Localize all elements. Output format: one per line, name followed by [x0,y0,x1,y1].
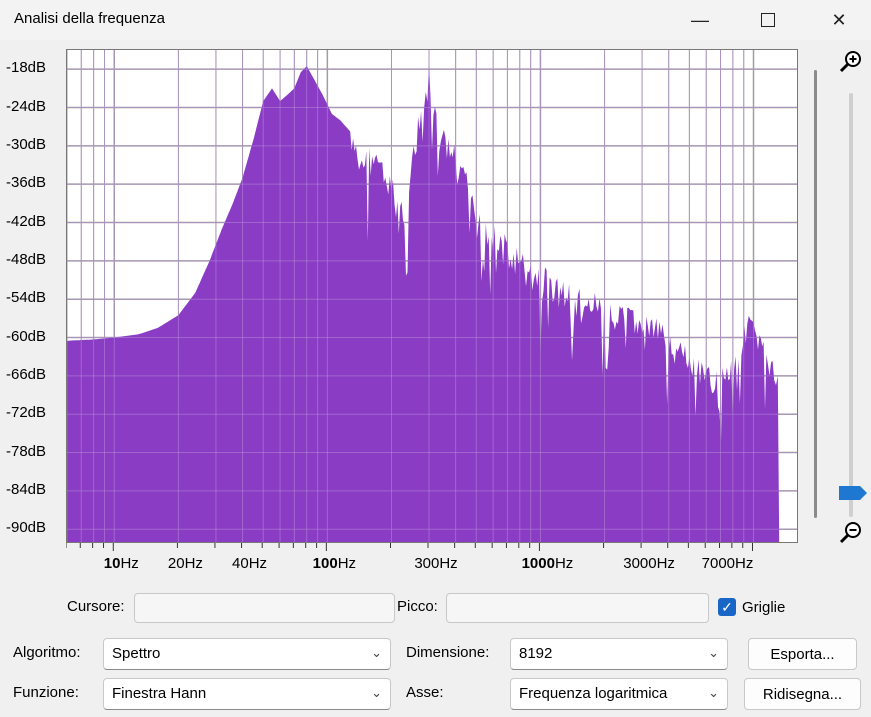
x-tick-label: 300Hz [414,555,458,572]
spectrum-chart [66,50,797,542]
zoom-slider-track[interactable] [849,93,853,517]
asse-label: Asse: [406,684,444,701]
close-icon: ✕ [831,9,847,30]
minimize-button[interactable]: — [677,0,723,40]
y-tick-label: -60dB [6,327,47,345]
asse-value: Frequenza logaritmica [519,685,668,702]
picco-label: Picco: [397,598,438,615]
funzione-label: Funzione: [13,684,79,701]
x-tick-label: 7000Hz [701,555,754,572]
griglie-checkbox[interactable]: ✓ [718,598,736,616]
spectrum-plot[interactable] [66,49,798,543]
dimensione-select[interactable]: 8192 ⌄ [510,638,728,670]
x-tick-label: 3000Hz [623,555,675,572]
funzione-value: Finestra Hann [112,685,207,702]
algoritmo-select[interactable]: Spettro ⌄ [103,638,391,670]
y-tick-label: -18dB [6,59,47,77]
x-axis-ticks [66,543,754,551]
maximize-icon [761,13,775,27]
esporta-label: Esporta... [770,645,835,663]
x-tick-label: 40Hz [232,555,268,572]
y-tick-label: -30dB [6,135,47,153]
zoom-in-icon[interactable] [838,49,864,75]
maximize-button[interactable] [745,0,791,40]
y-tick-label: -36dB [6,174,47,192]
chevron-down-icon: ⌄ [708,645,719,660]
chevron-down-icon: ⌄ [708,685,719,700]
ridisegna-button[interactable]: Ridisegna... [744,678,861,710]
x-tick-label: 20Hz [167,555,203,572]
asse-select[interactable]: Frequenza logaritmica ⌄ [510,678,728,710]
y-tick-label: -24dB [6,97,47,115]
y-tick-label: -72dB [6,404,47,422]
griglie-label[interactable]: Griglie [742,599,786,616]
ridisegna-label: Ridisegna... [762,685,843,703]
y-tick-label: -66dB [6,365,47,383]
close-button[interactable]: ✕ [816,0,862,40]
checkmark-icon: ✓ [721,598,733,615]
y-tick-label: -84dB [6,480,47,498]
x-tick-label: 10Hz [103,555,139,572]
chevron-down-icon: ⌄ [371,685,382,700]
y-tick-label: -42dB [6,212,47,230]
x-tick-label: 1000Hz [521,555,574,572]
y-tick-label: -78dB [6,442,47,460]
spectrum-area [67,63,780,542]
chevron-down-icon: ⌄ [371,645,382,660]
y-tick-label: -90dB [6,519,47,537]
cursore-label: Cursore: [67,598,125,615]
esporta-button[interactable]: Esporta... [748,638,857,670]
zoom-out-icon[interactable] [838,520,864,546]
zoom-slider-thumb[interactable] [839,486,867,500]
dimensione-label: Dimensione: [406,644,490,661]
y-tick-label: -48dB [6,250,47,268]
title-bar: Analisi della frequenza — ✕ [0,0,871,40]
algoritmo-value: Spettro [112,645,161,662]
funzione-select[interactable]: Finestra Hann ⌄ [103,678,391,710]
picco-field [446,593,709,623]
y-tick-label: -54dB [6,289,47,307]
vertical-scrollbar[interactable] [814,70,817,518]
dimensione-value: 8192 [519,645,553,662]
x-tick-label: 100Hz [312,555,357,572]
minimize-icon: — [691,9,709,30]
cursore-field [134,593,395,623]
window-title: Analisi della frequenza [14,10,165,27]
algoritmo-label: Algoritmo: [13,644,81,661]
